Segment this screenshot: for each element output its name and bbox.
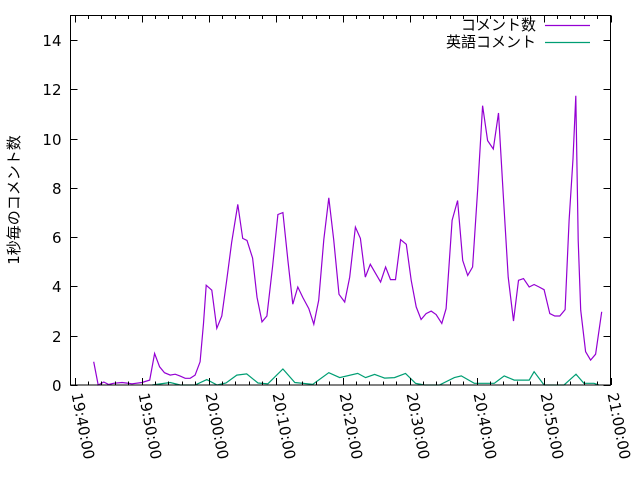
y-tick-label: 10 (42, 131, 61, 149)
x-tick-label: 19:50:00 (135, 391, 166, 461)
y-tick-label: 0 (52, 377, 62, 395)
y-tick-label: 12 (42, 81, 61, 99)
series-line-1 (152, 369, 599, 385)
y-tick-label: 8 (52, 180, 62, 198)
y-tick-label: 6 (52, 229, 62, 247)
y-tick-label: 2 (52, 328, 62, 346)
x-tick-label: 19:40:00 (68, 391, 99, 461)
series-line-0 (94, 96, 602, 385)
x-tick-label: 21:00:00 (604, 391, 635, 461)
y-tick-label: 14 (42, 32, 61, 50)
plot-border (71, 16, 611, 386)
y-axis-label: 1秒毎のコメント数 (5, 135, 23, 265)
x-tick-label: 20:10:00 (269, 391, 300, 461)
y-tick-label: 4 (52, 278, 62, 296)
x-tick-label: 20:40:00 (470, 391, 501, 461)
legend-label-1: 英語コメント (446, 33, 536, 51)
legend: コメント数 英語コメント (446, 16, 590, 51)
x-tick-label: 20:50:00 (537, 391, 568, 461)
legend-label-0: コメント数 (461, 16, 536, 34)
x-tick-label: 20:30:00 (403, 391, 434, 461)
x-tick-label: 20:00:00 (202, 391, 233, 461)
x-tick-label: 20:20:00 (336, 391, 367, 461)
